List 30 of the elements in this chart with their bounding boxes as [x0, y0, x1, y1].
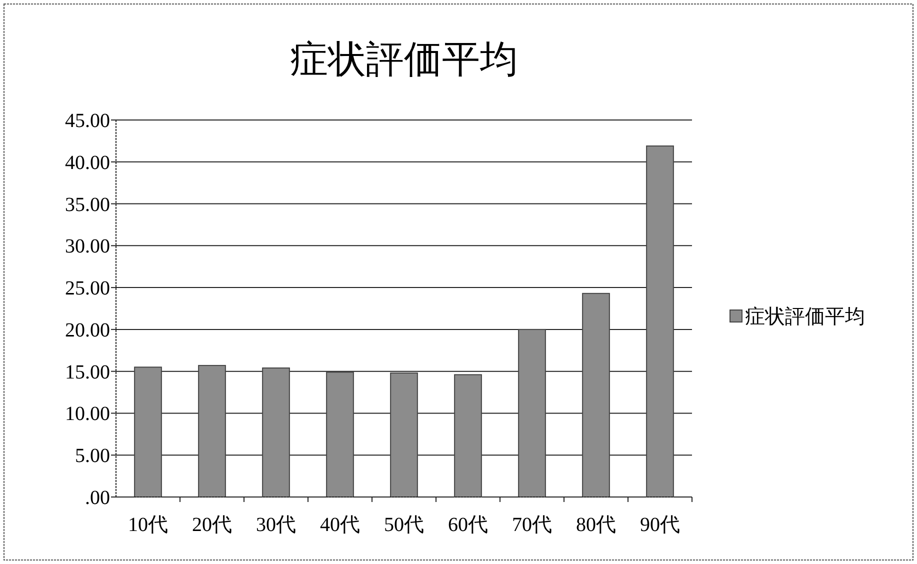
bar	[454, 374, 482, 498]
x-tick-label: 40代	[320, 514, 360, 536]
bar	[198, 364, 226, 498]
y-tick-label: 35.00	[65, 194, 110, 216]
bar	[518, 328, 546, 498]
x-tick-label: 50代	[384, 514, 424, 536]
legend-label: 症状評価平均	[745, 306, 865, 328]
y-tick-label: 10.00	[65, 403, 110, 426]
x-tick-label: 10代	[128, 514, 168, 536]
x-tick-label: 70代	[512, 514, 552, 536]
chart-title: 症状評価平均	[290, 39, 518, 81]
bar	[134, 366, 162, 498]
y-tick-label: 40.00	[65, 152, 110, 174]
y-tick-label: 20.00	[65, 319, 110, 342]
bar	[646, 145, 674, 498]
y-tick-label: 30.00	[65, 236, 110, 258]
y-tick-label: 5.00	[75, 445, 110, 468]
x-tick-label: 90代	[640, 514, 680, 536]
x-tick-label: 60代	[448, 514, 488, 536]
bar	[582, 292, 610, 498]
bar	[262, 367, 290, 498]
y-tick-label: 15.00	[65, 361, 110, 384]
y-tick-label: .00	[85, 487, 110, 509]
bar	[390, 372, 418, 498]
bar	[326, 372, 354, 498]
x-tick-label: 80代	[576, 514, 616, 536]
y-tick-label: 25.00	[65, 278, 110, 300]
x-tick-label: 30代	[256, 514, 296, 536]
y-tick-label: 45.00	[65, 110, 110, 132]
x-tick-label: 20代	[192, 514, 232, 536]
